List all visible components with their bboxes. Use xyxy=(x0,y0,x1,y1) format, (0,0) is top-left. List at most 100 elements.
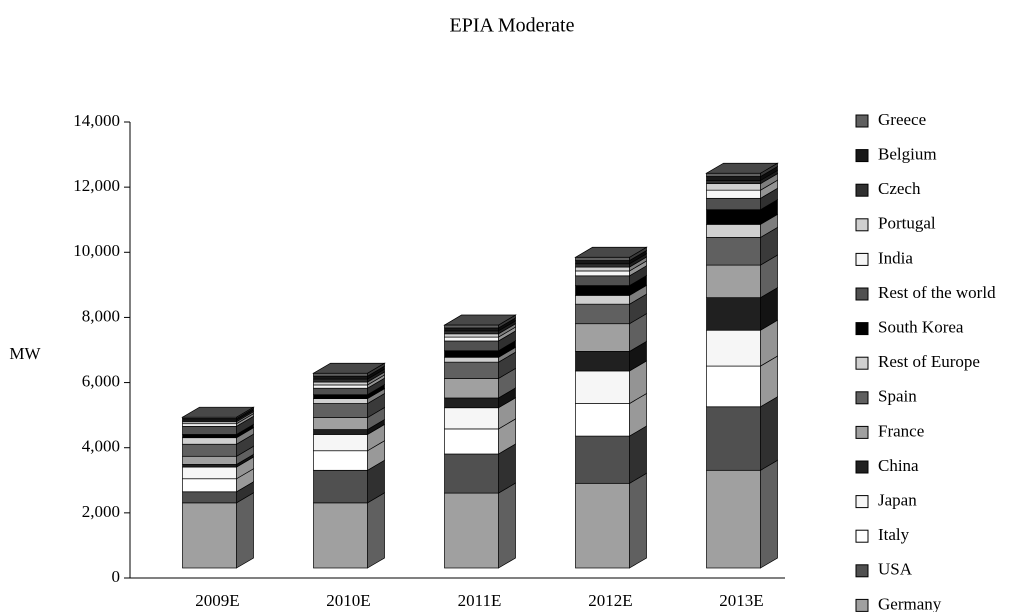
legend-label: France xyxy=(878,421,924,440)
bar-segment xyxy=(182,443,237,457)
bar-segment xyxy=(575,295,630,305)
y-tick-label: 2,000 xyxy=(82,502,120,521)
bar-segment xyxy=(182,478,237,493)
bar-segment xyxy=(575,256,630,261)
legend-swatch xyxy=(855,252,869,266)
legend-label: India xyxy=(878,248,913,267)
bar-segment xyxy=(182,434,237,439)
legend-label: Rest of the world xyxy=(878,283,996,302)
bar-segment xyxy=(182,502,237,569)
legend-label: Portugal xyxy=(878,214,936,233)
bar-segment xyxy=(313,434,368,452)
bar-segment xyxy=(575,303,630,325)
bar-segment xyxy=(313,394,368,399)
y-tick-label: 4,000 xyxy=(82,437,120,456)
bar-segment xyxy=(444,397,499,409)
legend-swatch xyxy=(855,287,869,301)
bar-segment xyxy=(706,176,761,181)
legend-swatch xyxy=(855,218,869,232)
bar-segment xyxy=(313,403,368,418)
bar-segment xyxy=(575,260,630,265)
bar-segment xyxy=(706,189,761,199)
bar-segment xyxy=(444,378,499,399)
bar-segment xyxy=(444,324,499,329)
bar-segment xyxy=(575,270,630,277)
bar-segment xyxy=(182,423,237,427)
bar-segment xyxy=(313,429,368,435)
bar-segment xyxy=(444,407,499,430)
y-tick-label: 0 xyxy=(112,567,121,586)
bar-segment xyxy=(706,237,761,266)
bar-segment xyxy=(575,351,630,372)
x-tick-label: 2011E xyxy=(458,591,502,610)
chart-title: EPIA Moderate xyxy=(450,15,575,37)
bar-side xyxy=(760,459,778,569)
bar-segment xyxy=(706,406,761,471)
bar-segment xyxy=(444,356,499,363)
bar-segment xyxy=(706,329,761,367)
legend-swatch xyxy=(855,495,869,509)
x-tick-label: 2013E xyxy=(719,591,763,610)
bar-segment xyxy=(575,482,630,569)
bar-segment xyxy=(182,466,237,480)
bar-segment xyxy=(706,183,761,191)
bar-segment xyxy=(313,381,368,386)
legend-label: Spain xyxy=(878,387,917,406)
bar-segment xyxy=(444,327,499,332)
bar-side xyxy=(367,492,385,569)
bar-segment xyxy=(706,172,761,177)
bar-segment xyxy=(575,403,630,437)
bar-segment xyxy=(706,297,761,331)
bar-segment xyxy=(706,469,761,569)
legend-swatch xyxy=(855,598,869,612)
bar-segment xyxy=(182,464,237,468)
bar-segment xyxy=(313,387,368,396)
bar-top xyxy=(705,162,779,174)
legend-swatch xyxy=(855,425,869,439)
bar-segment xyxy=(706,197,761,211)
bar-side xyxy=(498,482,516,569)
bar-segment xyxy=(182,437,237,445)
bar-segment xyxy=(313,384,368,389)
bar-segment xyxy=(313,398,368,404)
legend-label: Germany xyxy=(878,594,942,612)
bar-segment xyxy=(313,372,368,377)
bar-top xyxy=(574,246,648,258)
bar-segment xyxy=(444,361,499,379)
legend-label: China xyxy=(878,456,919,475)
bar-segment xyxy=(444,340,499,352)
bar-segment xyxy=(444,350,499,358)
y-axis-label: MW xyxy=(9,344,41,363)
bar-segment xyxy=(706,365,761,408)
bar-segment xyxy=(575,323,630,352)
legend-label: Rest of Europe xyxy=(878,352,980,371)
y-tick-label: 8,000 xyxy=(82,306,120,325)
legend-label: Italy xyxy=(878,525,910,544)
bar-segment xyxy=(444,333,499,338)
bar-segment xyxy=(575,285,630,296)
y-tick-label: 14,000 xyxy=(73,111,120,130)
bar-segment xyxy=(313,417,368,430)
bar-top xyxy=(312,362,386,374)
legend-label: Czech xyxy=(878,179,921,198)
legend-label: South Korea xyxy=(878,318,964,337)
legend-swatch xyxy=(855,183,869,197)
bar-segment xyxy=(313,375,368,380)
x-tick-label: 2009E xyxy=(195,591,239,610)
bar-segment xyxy=(444,336,499,342)
bar-segment xyxy=(182,425,237,435)
legend-swatch xyxy=(855,114,869,128)
y-tick-label: 6,000 xyxy=(82,371,120,390)
y-tick-label: 12,000 xyxy=(73,176,120,195)
bar-segment xyxy=(444,428,499,455)
x-tick-label: 2012E xyxy=(588,591,632,610)
x-tick-label: 2010E xyxy=(326,591,370,610)
bar-segment xyxy=(182,491,237,504)
bar-top xyxy=(443,314,517,326)
bar-segment xyxy=(575,266,630,272)
bar-segment xyxy=(706,224,761,238)
legend-swatch xyxy=(855,460,869,474)
bar-segment xyxy=(575,370,630,404)
bar-segment xyxy=(313,469,368,504)
